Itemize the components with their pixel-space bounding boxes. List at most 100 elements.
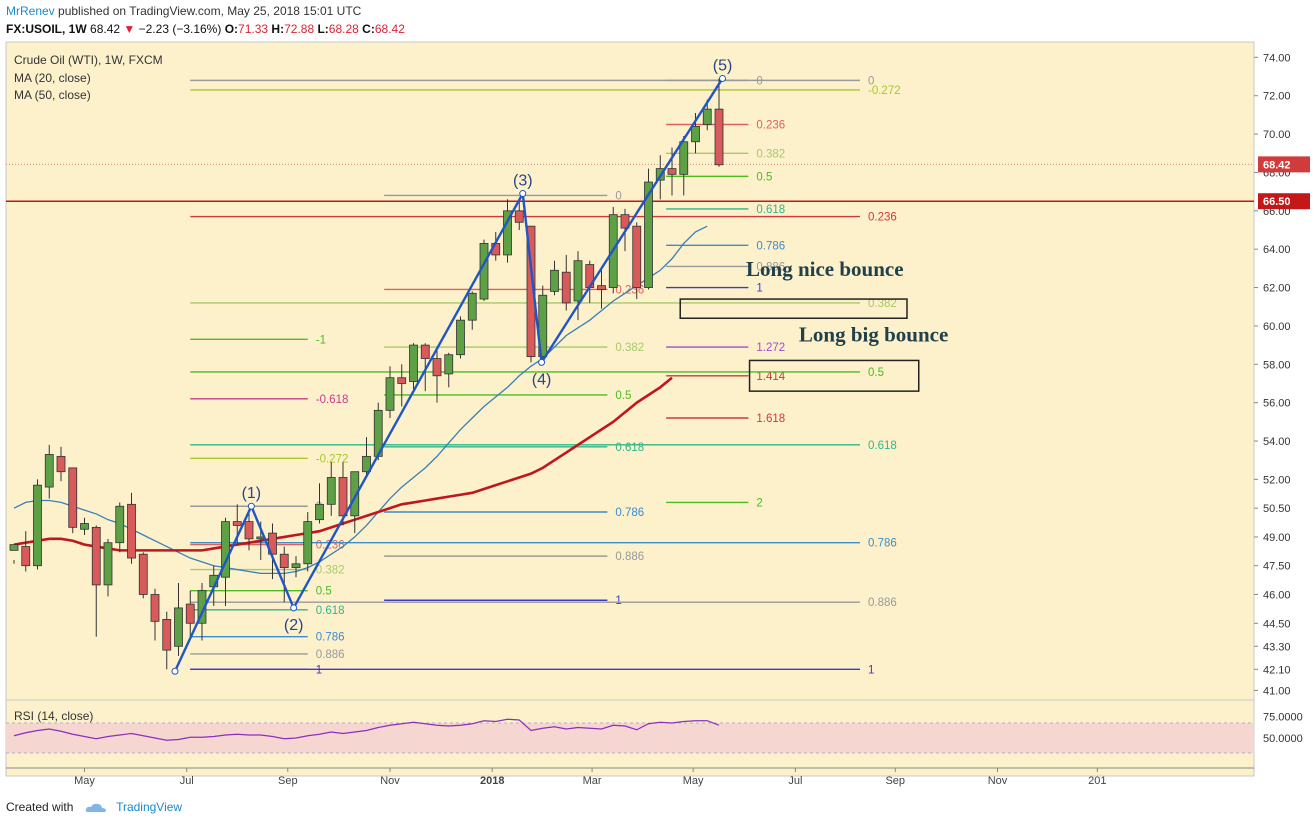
candle-body <box>221 521 230 578</box>
candle-body <box>691 126 700 143</box>
candle-body <box>68 467 78 528</box>
fib-label: 0.886 <box>615 551 644 563</box>
annotation-text: Long nice bounce <box>746 257 904 281</box>
candle-body <box>456 319 465 356</box>
legend-ma50: MA (50, close) <box>14 88 91 102</box>
candle-body <box>21 546 31 567</box>
open-value: 71.33 <box>238 22 269 36</box>
change: −2.23 (−3.16%) <box>138 22 222 36</box>
y-tick-label: 41.00 <box>1263 685 1291 697</box>
wave-label: (2) <box>284 617 304 634</box>
close-value: 68.42 <box>374 22 405 36</box>
wave-point <box>538 358 546 366</box>
candle-body <box>232 521 242 526</box>
rsi-line <box>13 718 720 741</box>
candle-body <box>115 505 125 544</box>
wave-label: (1) <box>242 485 262 502</box>
candle-body <box>291 563 301 569</box>
candle-body <box>80 523 89 530</box>
fib-label: 0.786 <box>316 632 345 644</box>
footer: Created with TradingView <box>6 800 182 814</box>
fib-label: -0.272 <box>868 85 901 97</box>
fib-label: -0.618 <box>316 394 349 406</box>
candle-body <box>185 603 195 624</box>
last-price-tag-label: 68.42 <box>1263 159 1291 171</box>
x-tick-label: Nov <box>380 775 400 787</box>
candle-body <box>91 526 101 586</box>
fib-label: 0.5 <box>756 171 772 183</box>
candle-body <box>714 108 724 166</box>
fib-label: 0.786 <box>868 538 897 550</box>
y-tick-label: 56.00 <box>1263 398 1291 410</box>
wave-point <box>290 604 298 612</box>
y-tick-label: 42.10 <box>1263 664 1291 676</box>
x-tick-label: Nov <box>988 775 1008 787</box>
y-tick-label: 43.30 <box>1263 641 1291 653</box>
candle-body <box>538 294 548 358</box>
y-tick-label: 70.00 <box>1263 129 1291 141</box>
wave-label: (3) <box>513 173 533 190</box>
candle-body <box>667 168 677 175</box>
fib-label: 0.886 <box>868 597 897 609</box>
legend-ma20: MA (20, close) <box>14 71 91 85</box>
rsi-label: RSI (14, close) <box>14 709 93 723</box>
candle-body <box>409 344 418 382</box>
created-with: Created with <box>6 800 74 814</box>
author-link[interactable]: MrRenev <box>6 4 55 18</box>
price-chart[interactable]: 74.0072.0070.0068.0066.0064.0062.0060.00… <box>0 40 1315 792</box>
wave-point <box>247 502 255 510</box>
candle-body <box>385 377 395 411</box>
level-tag-label: 66.50 <box>1263 196 1291 208</box>
low-value: 68.28 <box>328 22 359 36</box>
fib-label: 1 <box>868 664 874 676</box>
publish-text: published on TradingView.com, May 25, 20… <box>58 4 362 18</box>
fib-label: -1 <box>316 334 326 346</box>
candle-body <box>244 521 254 540</box>
annotation-text: Long big bounce <box>799 322 948 346</box>
fib-label: -0.272 <box>316 453 349 465</box>
candle-body <box>467 292 477 321</box>
fib-label: 0.618 <box>756 204 785 216</box>
tradingview-link[interactable]: TradingView <box>116 800 183 814</box>
last-price: 68.42 <box>90 22 121 36</box>
y-tick-label: 64.00 <box>1263 244 1291 256</box>
candle-body <box>514 210 524 223</box>
fib-label: 0.382 <box>868 298 897 310</box>
fib-label: 0.382 <box>756 148 785 160</box>
candle-body <box>9 544 19 551</box>
candle-body <box>174 607 183 647</box>
y-tick-label: 74.00 <box>1263 52 1291 64</box>
fib-label: 1 <box>615 595 621 607</box>
fib-label: 0 <box>868 75 874 87</box>
candle-body <box>150 594 160 622</box>
wave-point <box>171 667 179 675</box>
x-tick-label: May <box>74 775 95 787</box>
wave-point <box>719 74 727 82</box>
rsi-tick-label: 75.0000 <box>1263 711 1303 723</box>
y-tick-label: 58.00 <box>1263 359 1291 371</box>
candle-body <box>362 455 371 473</box>
candle-body <box>33 484 42 567</box>
fib-label: 0.236 <box>868 212 897 224</box>
fib-label: 0.886 <box>316 649 345 661</box>
x-tick-label: Jul <box>788 775 802 787</box>
ohlc-header: FX:USOIL, 1W 68.42 ▼ −2.23 (−3.16%) O:71… <box>6 22 405 36</box>
fib-label: 0.786 <box>615 507 644 519</box>
fib-label: 0.618 <box>868 440 897 452</box>
zone-box <box>679 298 908 319</box>
candle-body <box>397 377 407 384</box>
candle-body <box>103 542 113 586</box>
candle-body <box>432 358 442 377</box>
candle-body <box>338 477 348 517</box>
fib-label: 0.618 <box>316 605 345 617</box>
candle-body <box>632 225 642 288</box>
candle-body <box>679 141 689 175</box>
cloud-icon <box>85 803 106 812</box>
level-tag <box>1258 193 1310 210</box>
symbol: FX:USOIL, 1W <box>6 22 87 36</box>
candle-body <box>526 225 536 358</box>
x-tick-label: 201 <box>1088 775 1106 787</box>
fib-label: 2 <box>756 497 762 509</box>
candle-body <box>702 108 712 125</box>
candle-body <box>420 344 430 359</box>
